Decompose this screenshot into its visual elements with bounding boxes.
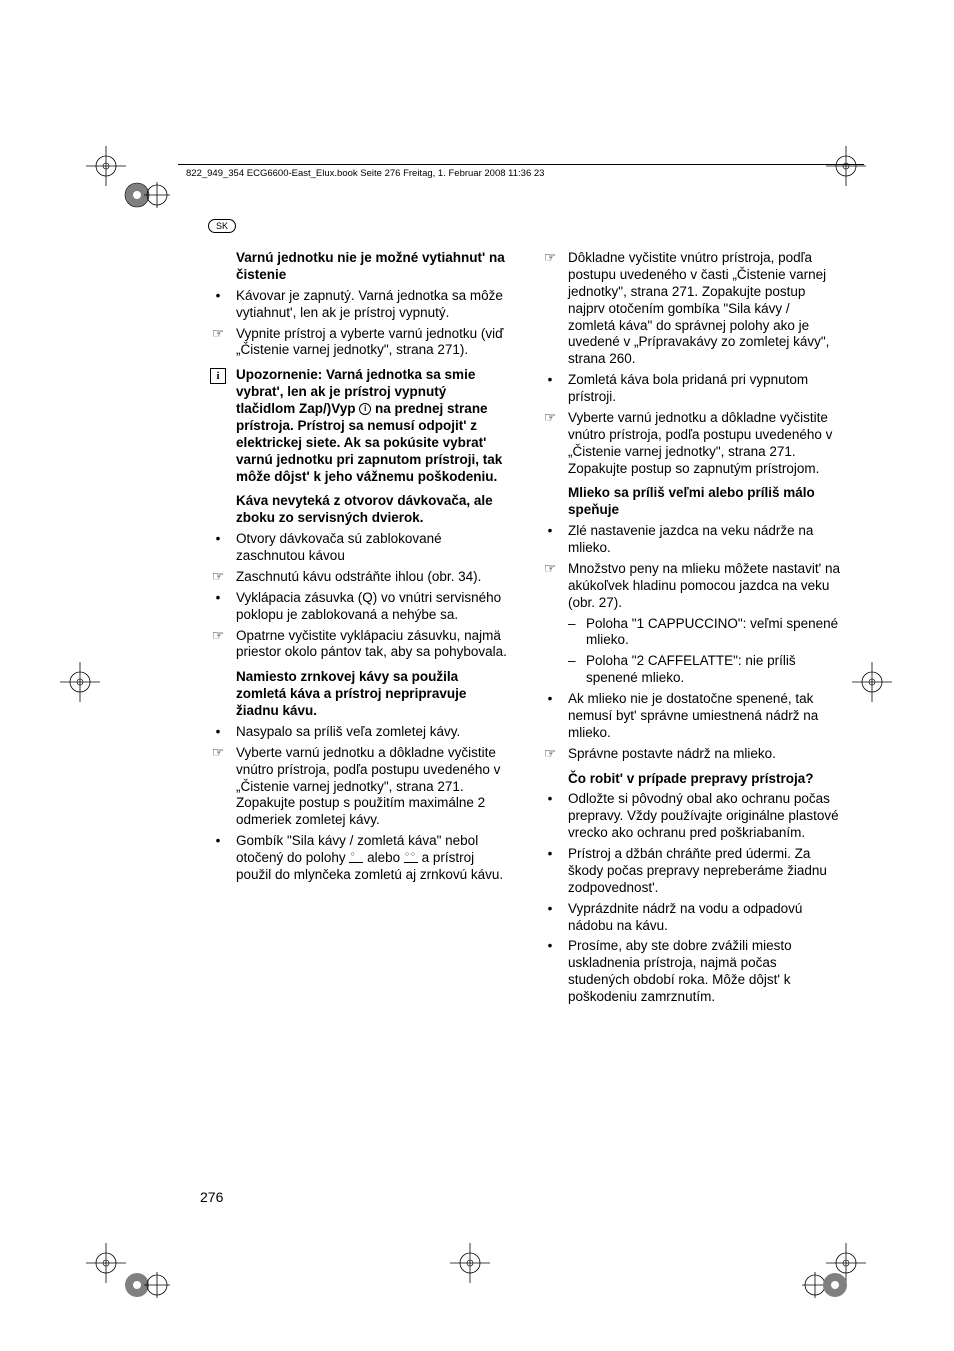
page-content: Varnú jednotku nie je možné vytiahnut' n… bbox=[200, 250, 840, 1010]
section-title: Namiesto zrnkovej kávy sa použila zomlet… bbox=[200, 669, 508, 720]
info-icon: i bbox=[210, 368, 226, 384]
bullet-item: •Zomletá káva bola pridaná pri vypnutom … bbox=[532, 372, 840, 406]
action-item: ☞Dôkladne vyčistite vnútro prístroja, po… bbox=[532, 250, 840, 368]
crop-mark-icon bbox=[86, 1243, 126, 1283]
section-title: Mlieko sa príliš veľmi alebo príliš málo… bbox=[532, 485, 840, 519]
header-text: 822_949_354 ECG6600-East_Elux.book Seite… bbox=[186, 168, 544, 179]
bullet-item: •Vyprázdnite nádrž na vodu a odpadovú ná… bbox=[532, 901, 840, 935]
page-number: 276 bbox=[200, 1189, 223, 1205]
action-item: ☞Vyberte varnú jednotku a dôkladne vyčis… bbox=[532, 410, 840, 478]
bullet-item: •Vyklápacia zásuvka (Q) vo vnútri servis… bbox=[200, 590, 508, 624]
bullet-item: •Ak mlieko nie je dostatočne spenené, ta… bbox=[532, 691, 840, 742]
bullet-item: •Prosíme, aby ste dobre zvážili miesto u… bbox=[532, 938, 840, 1006]
action-item: ☞Zaschnutú kávu odstráňte ihlou (obr. 34… bbox=[200, 569, 508, 586]
crop-mark-icon bbox=[60, 662, 100, 702]
grind-double-icon bbox=[404, 853, 418, 863]
section-title: Káva nevyteká z otvorov dávkovača, ale z… bbox=[200, 493, 508, 527]
section-title: Čo robit' v prípade prepravy prístroja? bbox=[532, 771, 840, 788]
corner-dot-icon bbox=[142, 1270, 172, 1300]
hand-icon: ☞ bbox=[212, 569, 225, 583]
action-item: ☞Vyberte varnú jednotku a dôkladne vyčis… bbox=[200, 745, 508, 829]
action-item: ☞Množstvo peny na mlieku môžete nastavit… bbox=[532, 561, 840, 612]
hand-icon: ☞ bbox=[212, 628, 225, 642]
language-badge: SK bbox=[208, 219, 236, 233]
action-item: ☞Opatrne vyčistite vyklápaciu zásuvku, n… bbox=[200, 628, 508, 662]
bullet-item: •Gombík "Sila kávy / zomletá káva" nebol… bbox=[200, 833, 508, 884]
hand-icon: ☞ bbox=[544, 250, 557, 264]
crop-mark-icon bbox=[826, 146, 866, 186]
dash-item: –Poloha "1 CAPPUCCINO": veľmi spenené ml… bbox=[532, 616, 840, 650]
header-rule bbox=[178, 164, 864, 165]
bullet-item: •Kávovar je zapnutý. Varná jednotka sa m… bbox=[200, 288, 508, 322]
crop-mark-icon bbox=[450, 1243, 490, 1283]
action-item: ☞Vypnite prístroj a vyberte varnú jednot… bbox=[200, 326, 508, 360]
section-title: Varnú jednotku nie je možné vytiahnut' n… bbox=[200, 250, 508, 284]
grind-single-icon bbox=[349, 853, 363, 863]
hand-icon: ☞ bbox=[544, 561, 557, 575]
right-column: ☞Dôkladne vyčistite vnútro prístroja, po… bbox=[532, 250, 840, 1010]
bullet-item: •Zlé nastavenie jazdca na veku nádrže na… bbox=[532, 523, 840, 557]
bullet-item: •Prístroj a džbán chráňte pred údermi. Z… bbox=[532, 846, 840, 897]
hand-icon: ☞ bbox=[544, 410, 557, 424]
power-icon: i bbox=[359, 403, 371, 415]
left-column: Varnú jednotku nie je možné vytiahnut' n… bbox=[200, 250, 508, 1010]
crop-mark-icon bbox=[86, 146, 126, 186]
crop-mark-icon bbox=[852, 662, 892, 702]
hand-icon: ☞ bbox=[212, 326, 225, 340]
bullet-item: •Odložte si pôvodný obal ako ochranu poč… bbox=[532, 791, 840, 842]
dash-item: –Poloha "2 CAFFELATTE": nie príliš spene… bbox=[532, 653, 840, 687]
bullet-item: •Otvory dávkovača sú zablokované zaschnu… bbox=[200, 531, 508, 565]
corner-dot-icon bbox=[142, 180, 172, 210]
action-item: ☞Správne postavte nádrž na mlieko. bbox=[532, 746, 840, 763]
hand-icon: ☞ bbox=[544, 746, 557, 760]
bullet-item: •Nasypalo sa príliš veľa zomletej kávy. bbox=[200, 724, 508, 741]
corner-dot-icon bbox=[820, 1270, 850, 1300]
hand-icon: ☞ bbox=[212, 745, 225, 759]
info-item: i Upozornenie: Varná jednotka sa smie vy… bbox=[200, 367, 508, 485]
